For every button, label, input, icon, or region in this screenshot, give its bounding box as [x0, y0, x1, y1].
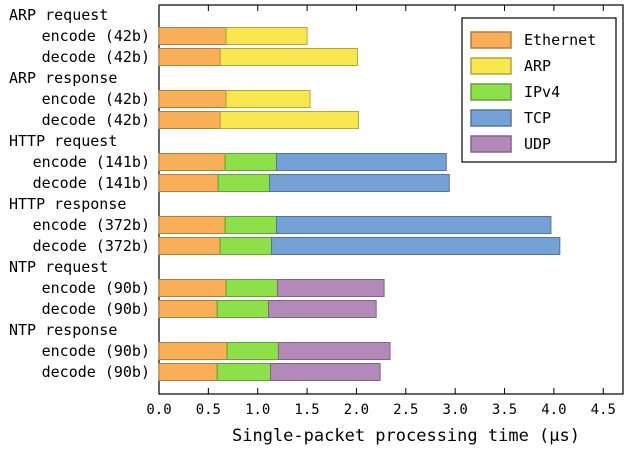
bar-segment-arp [219, 111, 359, 129]
plot-frame [158, 4, 624, 395]
legend-swatch-ethernet [470, 31, 512, 49]
bar-segment-ipv4 [225, 279, 278, 297]
group-label: NTP response [9, 321, 117, 339]
bar-segment-ipv4 [226, 342, 279, 360]
legend: Ethernet ARP IPv4 TCP UDP [461, 17, 617, 163]
bar-segment-ethernet [158, 342, 228, 360]
group-label: NTP request [9, 258, 108, 276]
bar-segment-ethernet [158, 216, 226, 234]
bar-segment-arp [225, 27, 308, 45]
row-label: encode (141b) [33, 153, 150, 171]
legend-label: ARP [524, 57, 551, 75]
group-label: HTTP response [9, 195, 126, 213]
legend-swatch-arp [470, 57, 512, 75]
legend-label: TCP [524, 109, 551, 127]
x-axis: 0.0 0.5 1.0 1.5 2.0 2.5 3.0 3.5 4.0 4.5 Single-pac… [146, 5, 616, 446]
bar-segment-ethernet [158, 279, 227, 297]
bar-segment-ethernet [158, 90, 227, 108]
x-tick-label: 3.5 [492, 402, 517, 418]
bar-segment-ipv4 [224, 153, 277, 171]
bar-segment-ipv4 [219, 237, 273, 255]
bar-segment-tcp [269, 174, 450, 192]
x-tick-label: 0.0 [146, 402, 171, 418]
row-label: decode (90b) [42, 363, 150, 381]
x-tick-label: 3.0 [443, 402, 468, 418]
row-label: decode (42b) [42, 111, 150, 129]
bar-segment-ethernet [158, 111, 221, 129]
bar-segment-ethernet [158, 237, 221, 255]
bar-segment-ethernet [158, 153, 226, 171]
bar-segment-ethernet [158, 174, 219, 192]
bar-segment-ipv4 [216, 300, 270, 318]
x-tick-label: 4.5 [591, 402, 616, 418]
bar-segment-ipv4 [224, 216, 277, 234]
legend-label: IPv4 [524, 83, 560, 101]
bar-segment-udp [277, 342, 391, 360]
bar-segment-ipv4 [216, 363, 272, 381]
legend-swatch-ipv4 [470, 83, 512, 101]
row-label: encode (42b) [42, 27, 150, 45]
bar-segment-arp [219, 48, 358, 66]
x-tick-label: 2.5 [393, 402, 418, 418]
row-label: encode (90b) [42, 279, 150, 297]
bars [158, 27, 561, 381]
row-label: decode (42b) [42, 48, 150, 66]
row-label: encode (90b) [42, 342, 150, 360]
legend-swatch-udp [470, 135, 512, 153]
row-label: encode (372b) [33, 216, 150, 234]
plot-border [158, 4, 624, 395]
bar-segment-tcp [275, 216, 552, 234]
legend-label: Ethernet [524, 31, 596, 49]
bar-segment-arp [225, 90, 311, 108]
legend-swatch-tcp [470, 109, 512, 127]
x-axis-title: Single-packet processing time (µs) [232, 426, 580, 446]
bar-segment-ethernet [158, 300, 218, 318]
group-label: HTTP request [9, 132, 117, 150]
bar-segment-udp [270, 363, 381, 381]
x-tick-label: 1.0 [245, 402, 270, 418]
row-label: decode (141b) [33, 174, 150, 192]
x-tick-label: 2.0 [344, 402, 369, 418]
bar-segment-ethernet [158, 363, 218, 381]
x-tick-label: 1.5 [294, 402, 319, 418]
legend-label: UDP [524, 135, 551, 153]
bar-segment-ethernet [158, 48, 221, 66]
bar-segment-ipv4 [217, 174, 271, 192]
bar-segment-udp [268, 300, 377, 318]
bar-segment-ethernet [158, 27, 227, 45]
row-label: decode (372b) [33, 237, 150, 255]
bar-segment-tcp [271, 237, 561, 255]
row-label: decode (90b) [42, 300, 150, 318]
bar-segment-tcp [275, 153, 447, 171]
row-labels: ARP request encode (42b) decode (42b) ARP r… [9, 6, 150, 381]
group-label: ARP response [9, 69, 117, 87]
x-tick-label: 0.5 [196, 402, 221, 418]
bar-segment-udp [276, 279, 385, 297]
group-label: ARP request [9, 6, 108, 24]
x-tick-label: 4.0 [541, 402, 566, 418]
row-label: encode (42b) [42, 90, 150, 108]
